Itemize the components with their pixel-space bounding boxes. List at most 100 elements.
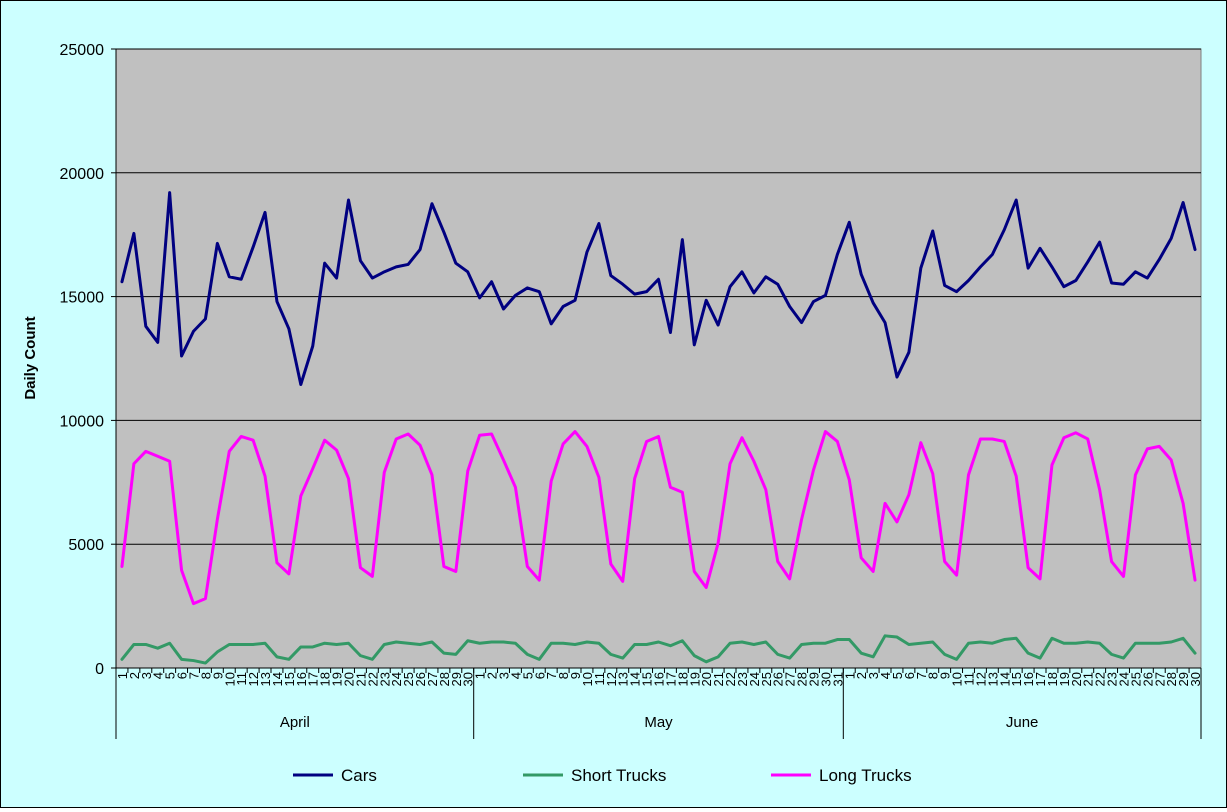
x-tick-label: 3 <box>497 672 512 679</box>
x-tick-label: 13 <box>258 672 273 686</box>
legend-label: Short Trucks <box>571 766 666 785</box>
x-tick-label: 13 <box>985 672 1000 686</box>
y-tick-label: 5000 <box>68 537 104 554</box>
x-tick-label: 8 <box>556 672 571 679</box>
x-tick-label: 5 <box>520 672 535 679</box>
x-tick-label: 10 <box>580 672 595 686</box>
x-tick-label: 17 <box>306 672 321 686</box>
x-tick-label: 17 <box>663 672 678 686</box>
x-tick-label: 10 <box>222 672 237 686</box>
month-label: April <box>280 714 310 731</box>
x-tick-label: 15 <box>640 672 655 686</box>
x-tick-label: 20 <box>699 672 714 686</box>
x-tick-label: 7 <box>187 672 202 679</box>
x-tick-label: 25 <box>1128 672 1143 686</box>
x-tick-label: 2 <box>127 672 142 679</box>
x-tick-label: 21 <box>711 672 726 686</box>
x-tick-label: 11 <box>592 672 607 686</box>
x-tick-label: 23 <box>735 672 750 686</box>
x-tick-label: 3 <box>866 672 881 679</box>
x-tick-label: 12 <box>246 672 261 686</box>
month-label: May <box>644 714 673 731</box>
x-tick-label: 5 <box>890 672 905 679</box>
y-tick-label: 10000 <box>60 413 105 430</box>
x-tick-label: 16 <box>294 672 309 686</box>
x-tick-label: 14 <box>270 672 285 686</box>
series-lines <box>120 191 1197 665</box>
x-tick-label: 15 <box>1009 672 1024 686</box>
x-tick-label: 12 <box>973 672 988 686</box>
x-tick-label: 29 <box>807 672 822 686</box>
x-tick-label: 31 <box>830 672 845 686</box>
x-tick-label: 23 <box>377 672 392 686</box>
x-tick-label: 20 <box>342 672 357 686</box>
x-tick-label: 25 <box>759 672 774 686</box>
series-line-cars <box>120 191 1197 386</box>
y-tick-label: 15000 <box>60 290 105 307</box>
plot-area <box>115 48 1202 669</box>
x-tick-label: 14 <box>997 672 1012 686</box>
y-tick-label: 0 <box>95 661 104 678</box>
x-tick-label: 30 <box>461 672 476 686</box>
x-tick-label: 19 <box>1057 672 1072 686</box>
x-tick-label: 7 <box>914 672 929 679</box>
x-tick-label: 9 <box>568 672 583 679</box>
x-tick-label: 26 <box>1140 672 1155 686</box>
x-tick-label: 23 <box>1105 672 1120 686</box>
series-line-short-trucks <box>120 634 1197 665</box>
x-tick-label: 22 <box>365 672 380 686</box>
x-tick-label: 14 <box>628 672 643 686</box>
y-tick-labels: 0 5000 10000 15000 20000 25000 <box>60 42 105 678</box>
x-tick-label: 11 <box>962 672 977 686</box>
x-tick-label: 27 <box>425 672 440 686</box>
x-tick-label: 3 <box>139 672 154 679</box>
x-tick-label: 18 <box>675 672 690 686</box>
x-tick-label: 7 <box>544 672 559 679</box>
x-tick-label: 20 <box>1069 672 1084 686</box>
x-tick-label: 2 <box>854 672 869 679</box>
x-tick-label: 25 <box>401 672 416 686</box>
x-tick-label: 1 <box>115 672 130 679</box>
legend-label: Long Trucks <box>819 766 912 785</box>
x-tick-label: 22 <box>1093 672 1108 686</box>
x-tick-label: 10 <box>950 672 965 686</box>
x-tick-label: 16 <box>1021 672 1036 686</box>
x-tick-label: 4 <box>151 672 166 679</box>
x-tick-label: 9 <box>210 672 225 679</box>
series-line-long-trucks <box>120 430 1197 606</box>
y-tick-label: 20000 <box>60 166 105 183</box>
legend: Cars Short Trucks Long Trucks <box>293 766 912 785</box>
month-label: June <box>1006 714 1039 731</box>
x-tick-label: 21 <box>353 672 368 686</box>
x-tick-label: 30 <box>818 672 833 686</box>
x-tick-label: 12 <box>604 672 619 686</box>
x-tick-label: 17 <box>1033 672 1048 686</box>
x-tick-label: 28 <box>795 672 810 686</box>
gridlines <box>116 48 1201 545</box>
x-tick-label: 1 <box>842 672 857 679</box>
x-tick-label: 18 <box>318 672 333 686</box>
x-tick-label: 16 <box>652 672 667 686</box>
x-tick-label: 28 <box>1164 672 1179 686</box>
x-tick-label: 27 <box>1152 672 1167 686</box>
x-tick-label: 24 <box>747 672 762 686</box>
x-tick-label: 26 <box>413 672 428 686</box>
x-tick-label: 29 <box>1176 672 1191 686</box>
x-tick-label: 21 <box>1081 672 1096 686</box>
x-tick-label: 28 <box>437 672 452 686</box>
x-tick-label: 24 <box>1117 672 1132 686</box>
x-tick-label: 6 <box>902 672 917 679</box>
x-tick-labels: 1234567891011121314151617181920212223242… <box>115 672 1203 731</box>
x-tick-label: 9 <box>938 672 953 679</box>
x-tick-label: 15 <box>282 672 297 686</box>
x-tick-label: 30 <box>1188 672 1203 686</box>
legend-label: Cars <box>341 766 377 785</box>
x-tick-label: 27 <box>783 672 798 686</box>
x-tick-label: 18 <box>1045 672 1060 686</box>
x-tick-label: 19 <box>687 672 702 686</box>
y-tick-label: 25000 <box>60 42 105 59</box>
x-tick-label: 4 <box>508 672 523 679</box>
y-axis-title: Daily Count <box>22 316 39 399</box>
x-tick-label: 8 <box>926 672 941 679</box>
